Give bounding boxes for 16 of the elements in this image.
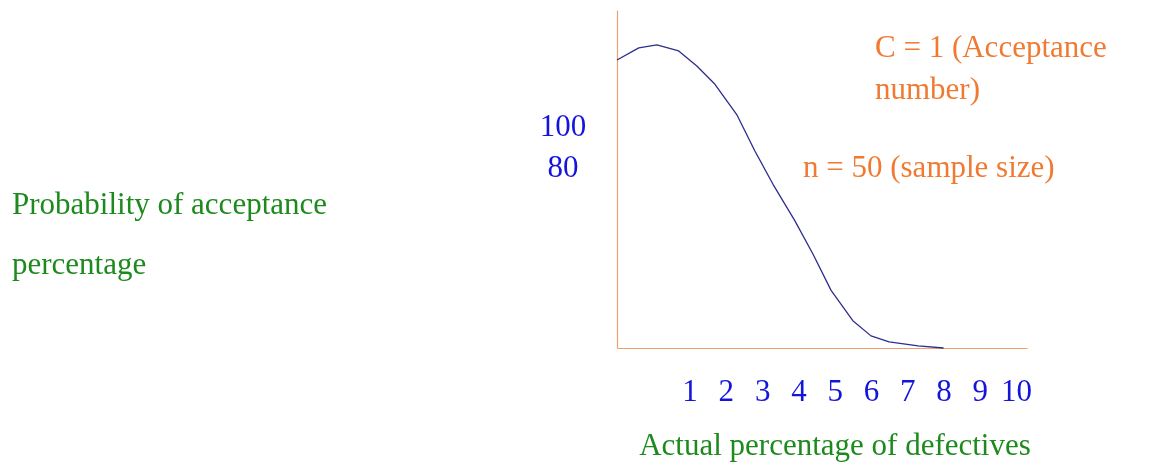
annotation: n = 50 (sample size) bbox=[803, 149, 1055, 184]
x-tick-label: 4 bbox=[791, 372, 808, 408]
x-tick-label: 1 bbox=[682, 372, 698, 408]
x-tick-label: 7 bbox=[900, 372, 916, 408]
x-axis-title: Actual percentage of defectives bbox=[639, 427, 1031, 462]
text: 80 bbox=[547, 149, 579, 184]
x-tick-label: 6 bbox=[863, 372, 880, 408]
annotation: C = 1 (Acceptance number) bbox=[875, 29, 1107, 106]
x-tick-label: 8 bbox=[936, 372, 952, 408]
x-tick-label: 2 bbox=[718, 372, 735, 408]
text: 100 bbox=[539, 108, 587, 143]
x-tick-label: 5 bbox=[827, 372, 843, 408]
x-tick-label: 9 bbox=[972, 372, 989, 408]
x-tick-label: 10 bbox=[1001, 372, 1033, 408]
x-tick-label: 3 bbox=[754, 372, 771, 408]
text: Probability of acceptance percentage bbox=[12, 186, 328, 281]
